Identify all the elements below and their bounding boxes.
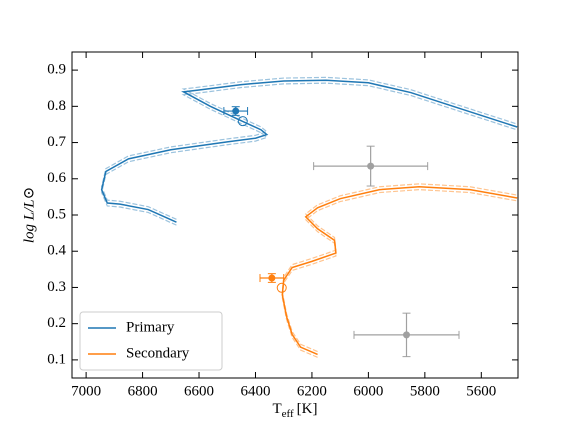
x-tick-label: 6800: [128, 383, 158, 399]
y-tick-label: 0.6: [47, 170, 66, 186]
legend-label: Secondary: [126, 345, 190, 361]
x-label-main: T: [272, 401, 281, 417]
x-label-sub: eff: [282, 408, 294, 420]
y-tick-label: 0.4: [47, 243, 66, 259]
observed-point: [232, 107, 240, 115]
x-tick-label: 6000: [353, 383, 383, 399]
x-tick-label: 6400: [240, 383, 270, 399]
x-tick-label: 7000: [71, 383, 101, 399]
x-tick-label: 6200: [297, 383, 327, 399]
y-tick-label: 0.3: [47, 279, 66, 295]
legend-box: [79, 311, 223, 371]
model-point: [237, 116, 248, 127]
y-tick-label: 0.7: [47, 134, 66, 150]
y-tick-label: 0.8: [47, 98, 66, 114]
track-line: [281, 185, 518, 356]
model-point: [276, 282, 287, 293]
observed-point: [268, 274, 276, 282]
x-axis-label: Teff [K]: [272, 401, 317, 419]
track-band: [101, 76, 518, 220]
y-tick-label: 0.9: [47, 62, 66, 78]
x-tick-label: 5800: [410, 383, 440, 399]
observed-point: [367, 162, 375, 170]
x-label-unit: [K]: [297, 401, 318, 417]
y-tick-label: 0.5: [47, 206, 66, 222]
y-tick-label: 0.2: [47, 315, 66, 331]
y-tick-label: 0.1: [47, 351, 66, 367]
x-tick-label: 5600: [466, 383, 496, 399]
y-axis-label: log L/L⊙: [21, 187, 37, 243]
legend-label: Primary: [126, 319, 175, 335]
observed-point: [403, 331, 410, 339]
x-tick-label: 6600: [184, 383, 214, 399]
track-line: [100, 79, 518, 223]
track-band: [281, 183, 518, 353]
legend: Primary Secondary: [79, 311, 223, 371]
track-band: [281, 189, 518, 358]
plot-area: [100, 76, 518, 358]
